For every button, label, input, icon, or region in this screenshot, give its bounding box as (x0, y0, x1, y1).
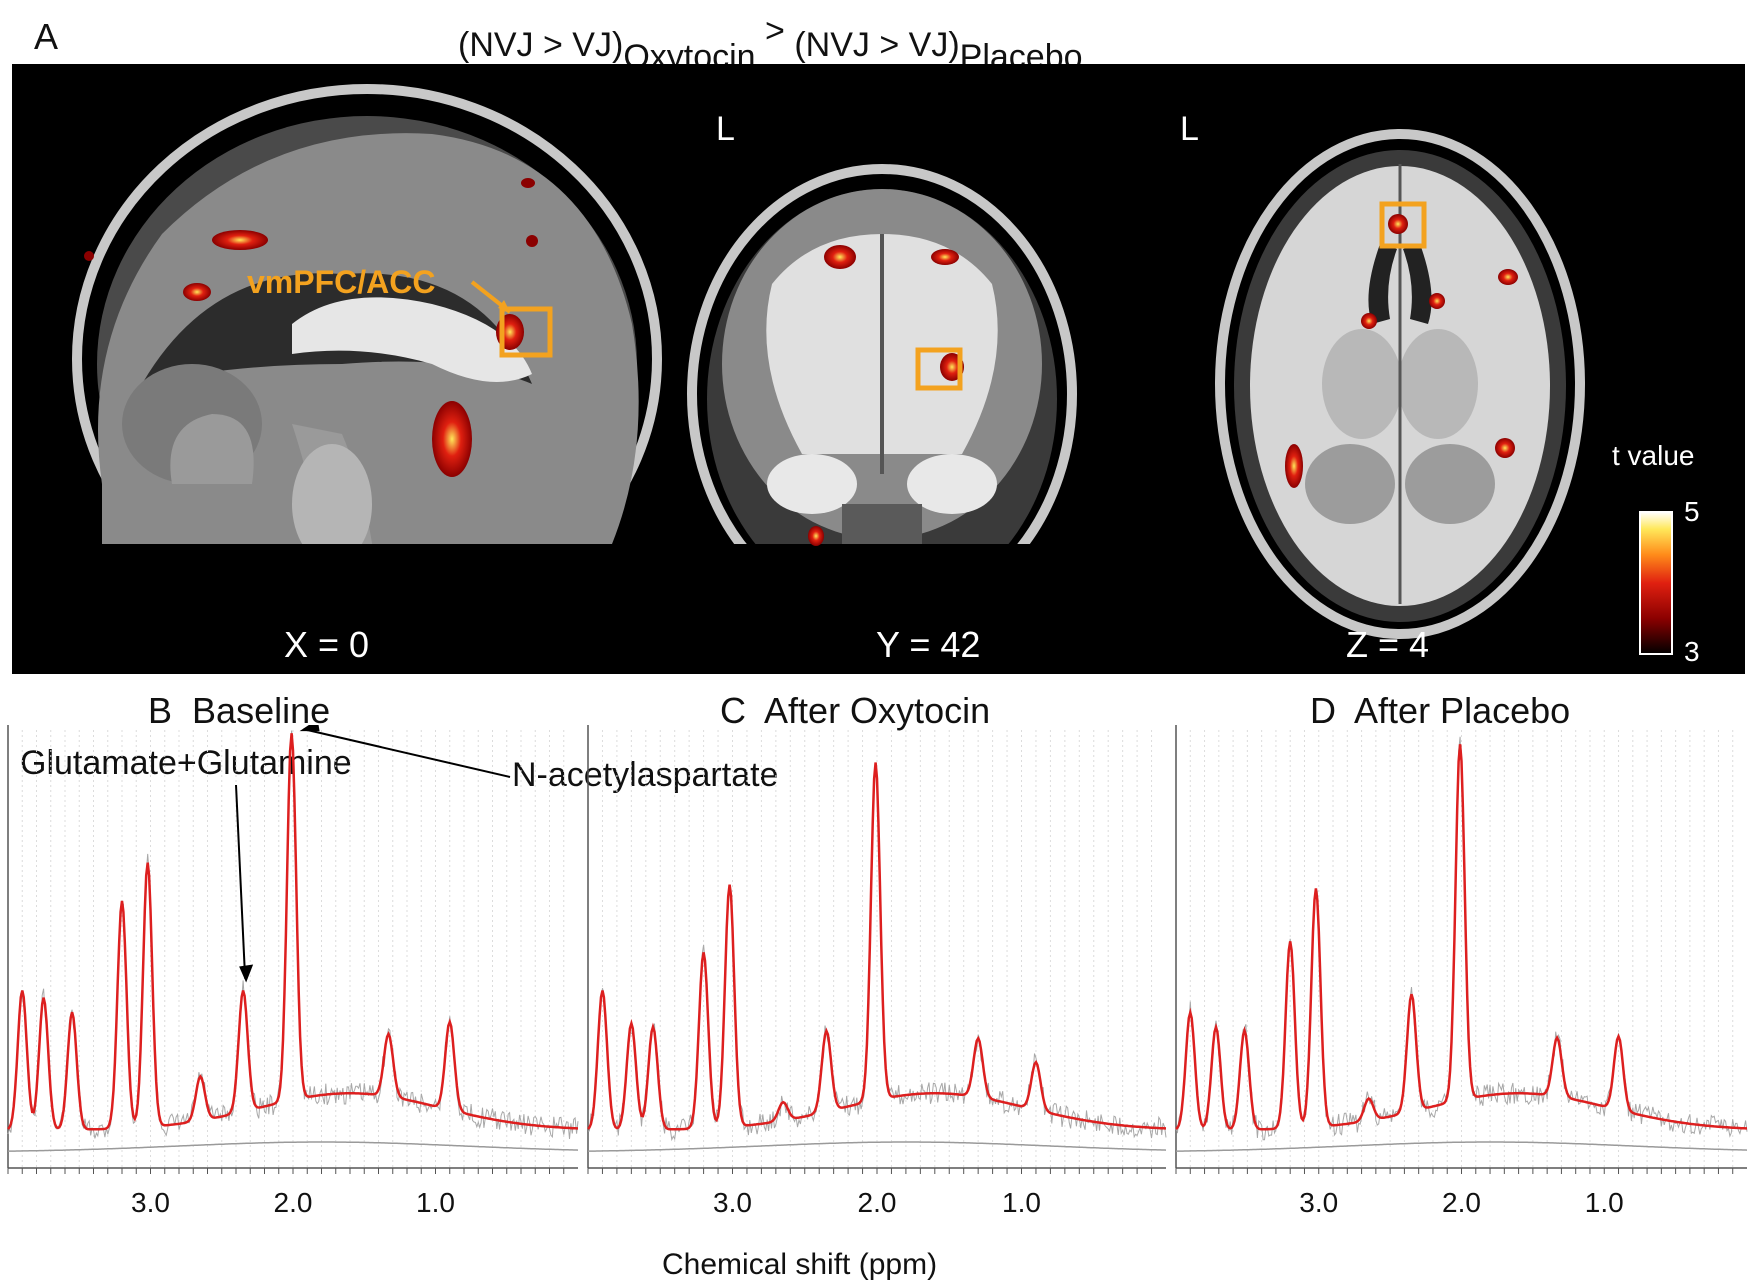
panel-a-letter: A (34, 16, 59, 57)
colorbar-max: 5 (1684, 496, 1700, 527)
panel-b-title: B Baseline (148, 690, 330, 732)
fit-spectrum (587, 762, 1166, 1131)
slice-label-y: Y = 42 (876, 624, 981, 665)
panel-c-title: C After Oxytocin (720, 690, 990, 732)
roi-box-coronal (915, 347, 963, 391)
slice-label-z: Z = 4 (1346, 624, 1430, 665)
baseline-curve (1175, 1141, 1748, 1152)
baseline-curve (7, 1141, 579, 1152)
contrast-part2: (NVJ > VJ) (794, 26, 960, 64)
roi-box-axial (1379, 201, 1427, 249)
x-tick-label: 2.0 (1442, 1187, 1481, 1218)
colorbar-min: 3 (1684, 636, 1700, 667)
glx-arrowhead (239, 964, 254, 983)
sagittal-slice (12, 64, 672, 674)
contrast-op: > (765, 12, 785, 50)
naa-arrowhead (299, 725, 320, 732)
x-tick-label: 1.0 (416, 1187, 455, 1218)
orientation-left-coronal: L (716, 110, 735, 148)
roi-box-sagittal (499, 306, 553, 358)
x-tick-label: 2.0 (858, 1187, 897, 1218)
roi-label: vmPFC/ACC (247, 264, 436, 300)
spectra-charts: 3.0 2.0 1.0 3.0 2.0 1.0 3.0 2.0 1.0 (7, 725, 1748, 1218)
x-tick-label: 3.0 (131, 1187, 170, 1218)
axial-slice (1197, 94, 1585, 674)
coronal-slice (687, 164, 1077, 674)
panel-d-name: After Placebo (1354, 690, 1571, 731)
mri-slices (12, 64, 1673, 674)
fit-spectrum (1175, 744, 1747, 1131)
x-tick-label: 1.0 (1002, 1187, 1041, 1218)
raw-spectrum (587, 768, 1167, 1142)
x-tick-label: 3.0 (1299, 1187, 1338, 1218)
glx-arrow (235, 784, 247, 979)
fit-spectrum (7, 733, 578, 1131)
colorbar-title: t value (1612, 440, 1695, 471)
colorbar (1639, 511, 1673, 655)
panel-b-letter: B (148, 690, 173, 731)
panel-c-letter: C (720, 690, 746, 731)
x-axis-label: Chemical shift (ppm) (662, 1248, 938, 1281)
slice-label-x: X = 0 (284, 624, 370, 665)
panel-b-name: Baseline (192, 690, 331, 731)
panel-d-letter: D (1310, 690, 1336, 731)
orientation-left-axial: L (1180, 110, 1199, 148)
naa-annotation: N-acetylaspartate (512, 756, 779, 794)
contrast-part1: (NVJ > VJ) (458, 26, 624, 64)
x-tick-label: 3.0 (713, 1187, 752, 1218)
mri-strip (12, 64, 1745, 674)
panel-c-name: After Oxytocin (764, 690, 991, 731)
x-tick-label: 2.0 (274, 1187, 313, 1218)
naa-arrow (303, 728, 511, 778)
x-tick-label: 1.0 (1585, 1187, 1624, 1218)
baseline-curve (587, 1141, 1167, 1152)
panel-d-title: D After Placebo (1310, 690, 1570, 732)
glx-annotation: Glutamate+Glutamine (20, 744, 352, 782)
